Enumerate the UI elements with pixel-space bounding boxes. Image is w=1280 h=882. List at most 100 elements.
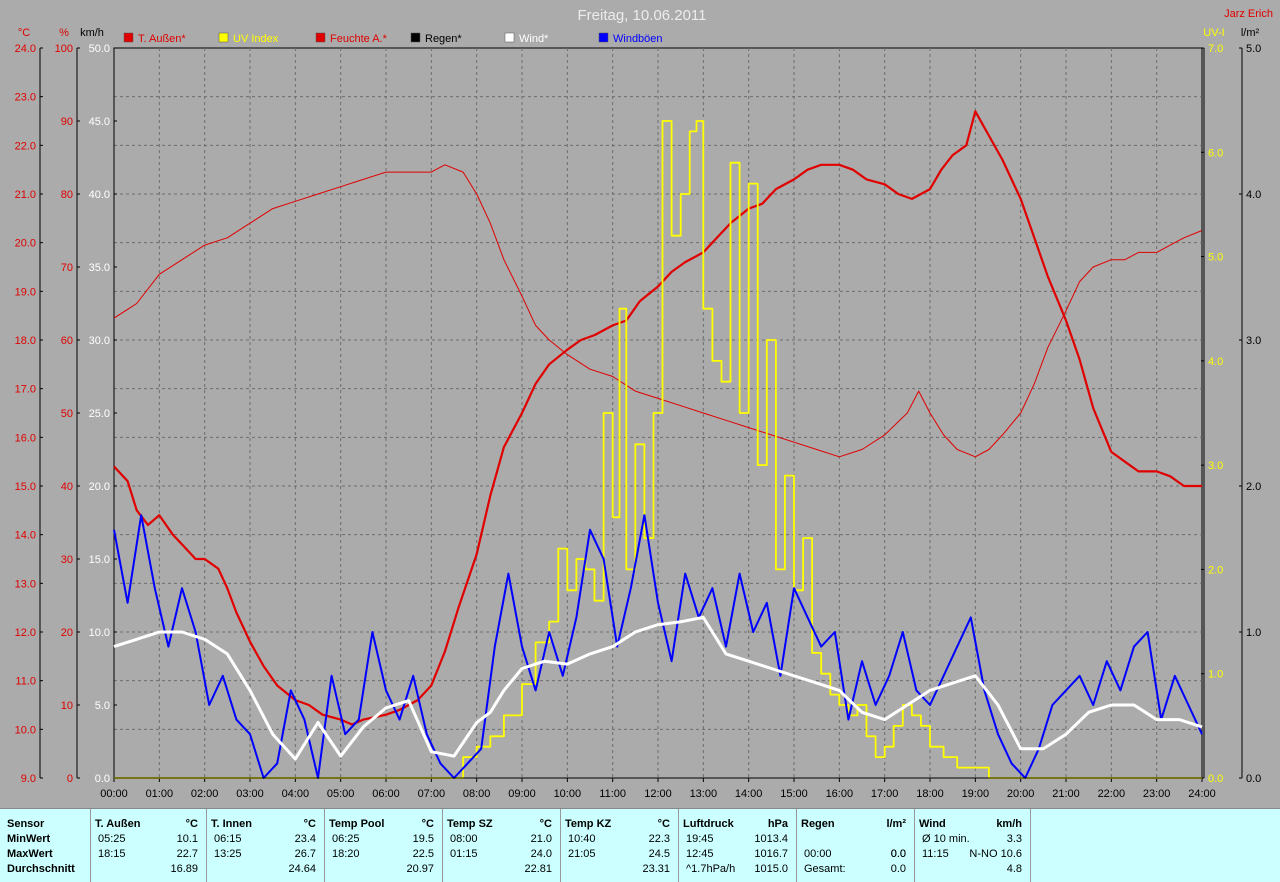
row-time: 18:20 <box>332 848 360 860</box>
row-time: 10:40 <box>568 833 596 845</box>
humidity-tick-label: 70 <box>61 262 73 274</box>
legend-label: Windböen <box>613 33 663 45</box>
x-tick-label: 19:00 <box>962 788 990 800</box>
wind-tick-label: 15.0 <box>89 554 110 566</box>
block-unit: °C <box>421 818 434 830</box>
legend-swatch <box>218 32 229 43</box>
row-value: 24.5 <box>648 848 670 860</box>
row-value: 24.0 <box>530 848 552 860</box>
rain-tick-label: 5.0 <box>1246 43 1261 55</box>
block-unit: km/h <box>996 818 1022 830</box>
block-unit: °C <box>303 818 316 830</box>
stats-block: Sensor MinWert MaxWert Durchschnitt <box>0 809 91 882</box>
row-value: 22.5 <box>412 848 434 860</box>
humidity-tick-label: 90 <box>61 116 73 128</box>
humidity-tick-label: 0 <box>67 773 73 785</box>
uv-tick-label: 4.0 <box>1208 356 1223 368</box>
temp-tick-label: 24.0 <box>15 43 36 55</box>
stats-table: Sensor MinWert MaxWert Durchschnitt T. Außen… <box>0 808 1280 882</box>
wind-tick-label: 25.0 <box>89 408 110 420</box>
row-time: 08:00 <box>450 833 478 845</box>
legend-swatch <box>598 32 609 43</box>
row-time: Gesamt: <box>804 863 846 875</box>
legend: T. Außen* UV Index Feuchte A.* Regen* Wind* W… <box>123 32 663 45</box>
uv-tick-label: 2.0 <box>1208 564 1223 576</box>
row-time: 06:25 <box>332 833 360 845</box>
x-tick-label: 22:00 <box>1098 788 1126 800</box>
rain-tick-label: 3.0 <box>1246 335 1261 347</box>
x-tick-label: 02:00 <box>191 788 219 800</box>
series-group <box>113 110 1203 779</box>
sensor-header: Sensor <box>7 818 45 830</box>
block-unit: °C <box>185 818 198 830</box>
temp-tick-label: 15.0 <box>15 481 36 493</box>
author-label: Jarz Erich <box>1224 8 1273 20</box>
x-axis: 00:00 01:00 02:00 03:00 04:00 05:00 06:00 07:00… <box>100 778 1216 800</box>
block-title: T. Innen <box>211 818 252 830</box>
x-tick-label: 20:00 <box>1007 788 1035 800</box>
chart-title: Freitag, 10.06.2011 <box>578 7 707 24</box>
uv-tick-label: 6.0 <box>1208 147 1223 159</box>
stats-block: Temp Pool °C 06:25 19.5 18:20 22.5 20.97 <box>324 809 443 882</box>
legend-label: Wind* <box>519 33 549 45</box>
temp-tick-label: 20.0 <box>15 238 36 250</box>
row-value: N-NO 10.6 <box>969 848 1022 860</box>
row-value: 19.5 <box>412 833 434 845</box>
row-time: ^1.7hPa/h <box>686 863 736 875</box>
x-tick-label: 16:00 <box>826 788 854 800</box>
legend-label: Regen* <box>425 33 462 45</box>
rain-tick-label: 2.0 <box>1246 481 1261 493</box>
row-time: 06:15 <box>214 833 242 845</box>
x-tick-label: 23:00 <box>1143 788 1171 800</box>
row-value: 1013.4 <box>754 833 788 845</box>
uv-unit: UV-I <box>1203 27 1224 39</box>
stats-block: Wind km/h Ø 10 min. 3.3 11:15 N-NO 10.6 4.8 <box>914 809 1031 882</box>
x-tick-label: 21:00 <box>1052 788 1080 800</box>
legend-label: T. Außen* <box>138 33 186 45</box>
legend-label: Feuchte A.* <box>330 33 388 45</box>
row-time: 11:15 <box>922 848 949 860</box>
wind-tick-label: 0.0 <box>95 773 110 785</box>
legend-swatch <box>315 32 326 43</box>
row-time: Ø 10 min. <box>922 833 970 845</box>
x-tick-label: 09:00 <box>508 788 536 800</box>
temp-tick-label: 11.0 <box>15 676 36 688</box>
uv-tick-label: 7.0 <box>1208 43 1223 55</box>
wind-tick-label: 5.0 <box>95 700 110 712</box>
block-unit: °C <box>539 818 552 830</box>
axis-units: °C% km/h UV-I l/m² <box>18 27 1260 39</box>
x-tick-label: 08:00 <box>463 788 491 800</box>
block-title: Temp KZ <box>565 818 612 830</box>
x-tick-label: 18:00 <box>916 788 944 800</box>
temp-tick-label: 23.0 <box>15 92 36 104</box>
stats-block: Regen l/m² 00:00 0.0 Gesamt: 0.0 0.0 <box>796 809 915 882</box>
x-tick-label: 01:00 <box>146 788 174 800</box>
row-time: 01:15 <box>450 848 478 860</box>
humidity-unit: % <box>59 27 69 39</box>
block-title: Wind <box>919 818 946 830</box>
wind-tick-label: 30.0 <box>89 335 110 347</box>
row-time: 13:25 <box>214 848 242 860</box>
wind-unit: km/h <box>80 27 104 39</box>
temp-unit: °C <box>18 27 30 39</box>
stats-block: Temp SZ °C 08:00 21.0 01:15 24.0 22.81 <box>442 809 561 882</box>
temp-tick-label: 10.0 <box>15 724 36 736</box>
stats-block: Temp KZ °C 10:40 22.3 21:05 24.5 23.31 <box>560 809 679 882</box>
x-tick-label: 13:00 <box>690 788 718 800</box>
row-value: 16.89 <box>170 863 198 875</box>
wind-tick-label: 20.0 <box>89 481 110 493</box>
row-time: 05:25 <box>98 833 126 845</box>
block-title: T. Außen <box>95 818 141 830</box>
row-value: 23.4 <box>294 833 316 845</box>
legend-item: Regen* <box>410 32 462 45</box>
row-label: MinWert <box>7 833 51 845</box>
grid <box>114 48 1202 778</box>
legend-swatch <box>410 32 421 43</box>
legend-item: T. Außen* <box>123 32 186 45</box>
temp-tick-label: 18.0 <box>15 335 36 347</box>
row-value: 0.0 <box>890 848 906 860</box>
row-value: 4.8 <box>1006 863 1022 875</box>
row-value: 1015.0 <box>754 863 788 875</box>
block-title: Temp SZ <box>447 818 493 830</box>
x-tick-label: 07:00 <box>418 788 446 800</box>
